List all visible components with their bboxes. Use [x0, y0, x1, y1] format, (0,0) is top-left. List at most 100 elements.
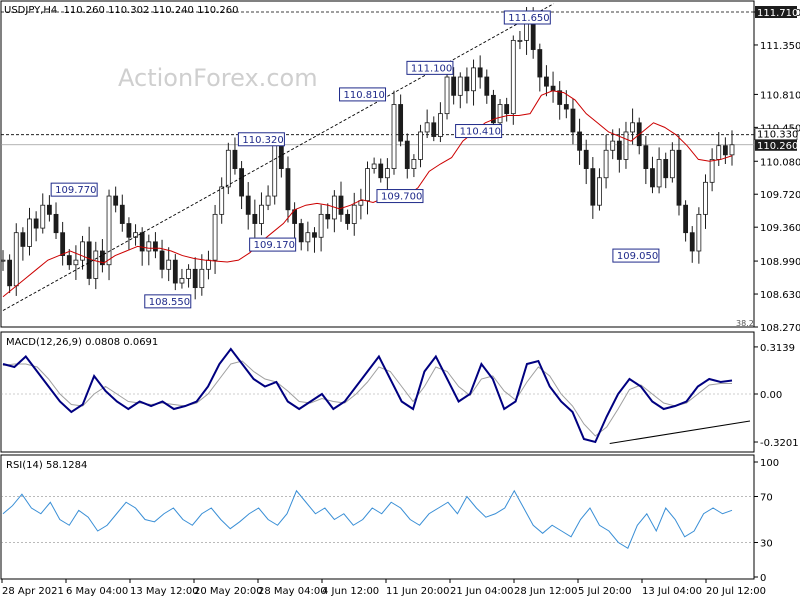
price-title-symbol: USDJPY,H4 — [4, 5, 57, 16]
candle-body — [563, 104, 569, 110]
candle-body — [544, 76, 549, 87]
candle-body — [285, 168, 291, 211]
candle-body — [206, 259, 211, 270]
candle-body — [46, 204, 52, 215]
time-tick-label: 6 May 04:00 — [66, 586, 128, 597]
candle-body — [404, 140, 410, 169]
time-tick-label: 13 Jul 04:00 — [642, 586, 702, 597]
candle-body — [106, 195, 112, 266]
candle-body — [345, 213, 351, 224]
candle-body — [86, 241, 92, 279]
price-annotation-label: 110.410 — [460, 127, 501, 138]
candle-body — [384, 168, 390, 179]
candle-body — [451, 76, 457, 96]
price-tick-label: 108.990 — [760, 257, 800, 268]
candle-body — [119, 204, 125, 224]
price-tick-label: 109.360 — [760, 223, 800, 234]
candle-body — [669, 149, 675, 179]
candle-body — [265, 195, 271, 206]
candle-body — [186, 268, 191, 279]
candle-body — [550, 85, 556, 92]
candle-body — [709, 159, 715, 183]
candle-body — [557, 90, 563, 105]
candle-body — [497, 104, 503, 124]
macd-signal-line — [2, 360, 732, 437]
candle-body — [610, 140, 616, 151]
price-annotation-label: 111.100 — [411, 63, 452, 74]
price-tick-label: 110.080 — [760, 157, 800, 168]
price-y-axis: 111.710111.350110.810110.450110.080109.7… — [754, 6, 800, 334]
candle-body — [259, 204, 264, 224]
price-title: USDJPY,H4 110.260 110.302 110.240 110.26… — [4, 5, 238, 16]
moving-average — [2, 90, 733, 298]
candle-body — [537, 49, 543, 78]
candle-body — [212, 213, 218, 261]
macd-tick-label: 0.00 — [760, 390, 782, 401]
price-annotation-label: 109.770 — [55, 185, 96, 196]
candle-body — [504, 104, 510, 115]
candle-body — [398, 104, 404, 142]
candle-body — [729, 144, 735, 156]
candle-body — [583, 149, 589, 169]
candle-body — [716, 145, 722, 160]
candle-body — [696, 213, 702, 252]
price-top-badge-text: 111.710 — [757, 8, 798, 19]
time-tick-label: 4 Jun 12:00 — [322, 586, 379, 597]
candle-body — [225, 149, 231, 188]
candle-body — [133, 232, 138, 238]
rsi-line — [2, 489, 733, 549]
rsi-tick-label: 0 — [760, 573, 766, 584]
candle-body — [179, 278, 185, 284]
time-tick-label: 11 Jun 20:00 — [386, 586, 450, 597]
candle-body — [351, 204, 357, 224]
candle-body — [464, 76, 470, 92]
candle-body — [80, 241, 85, 261]
price-annotation-label: 110.320 — [242, 135, 283, 146]
candle-body — [199, 268, 205, 289]
macd-tick-label: 0.3139 — [760, 343, 795, 354]
time-tick-label: 28 May 04:00 — [258, 586, 327, 597]
price-tick-label: 111.350 — [760, 41, 800, 52]
rsi-panel-frame — [0, 454, 755, 580]
candle-body — [146, 241, 152, 252]
candle-body — [471, 67, 476, 92]
last-price-badge-text: 110.260 — [757, 141, 798, 152]
candle-body — [312, 232, 317, 238]
price-corner-label: 38.2 — [736, 319, 754, 328]
candle-body — [444, 76, 450, 115]
candle-body — [477, 67, 483, 78]
candle-body — [0, 259, 6, 262]
rsi-y-axis: 100 70 30 0 — [754, 458, 779, 584]
candle-body — [656, 159, 662, 188]
price-annotations: 111.650 111.100 110.810 110.410 110.320 109.7… — [50, 10, 660, 309]
price-annotation-label: 108.550 — [149, 297, 190, 308]
candle-body — [113, 195, 119, 206]
candle-body — [27, 218, 32, 247]
price-level-badge — [754, 128, 798, 141]
candle-body — [305, 232, 311, 243]
candle-body — [650, 168, 655, 188]
candle-body — [683, 204, 689, 234]
macd-tick-label: -0.3201 — [760, 438, 799, 449]
candle-body — [252, 213, 258, 224]
rsi-tick-label: 70 — [760, 493, 773, 504]
price-top-badge — [755, 6, 797, 18]
candle-body — [139, 232, 145, 252]
price-annotation-box — [612, 248, 660, 263]
price-trend-line — [2, 3, 554, 311]
last-price-badge — [755, 139, 797, 151]
price-tick-label: 108.270 — [760, 323, 800, 334]
price-candles — [0, 6, 735, 300]
macd-main-line — [2, 347, 733, 444]
candle-body — [239, 168, 244, 197]
candle-body — [630, 122, 635, 133]
rsi-title: RSI(14) 58.1284 — [6, 460, 87, 471]
candle-body — [431, 122, 437, 137]
candle-body — [93, 250, 99, 279]
candle-body — [603, 149, 609, 179]
candle-body — [272, 140, 278, 197]
time-tick-label: 13 May 12:00 — [130, 586, 199, 597]
candle-body — [20, 232, 26, 247]
candle-body — [13, 232, 19, 287]
